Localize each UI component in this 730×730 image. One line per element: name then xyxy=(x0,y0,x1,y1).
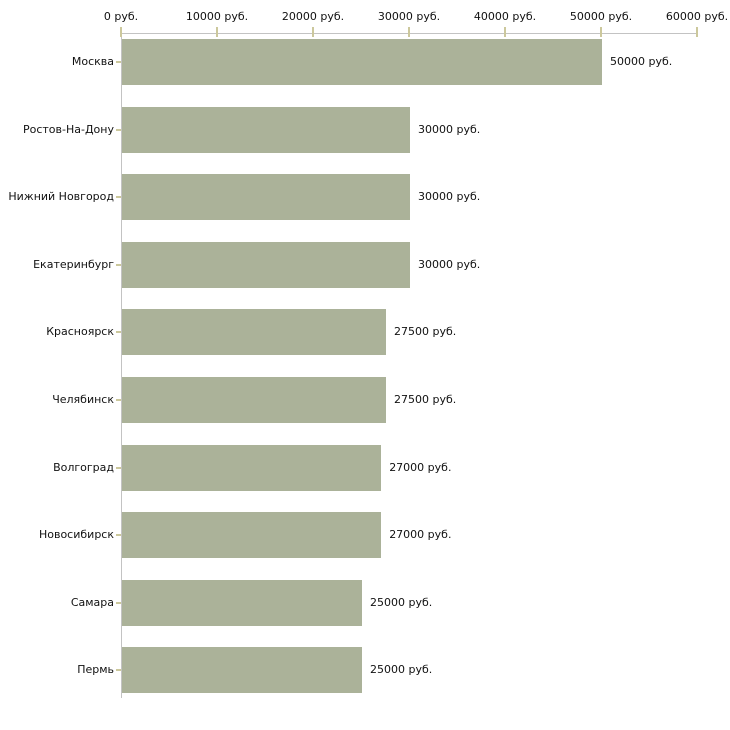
y-axis-tick-mark xyxy=(116,466,121,469)
x-axis-tick-label: 40000 руб. xyxy=(473,10,537,23)
bar-6 xyxy=(122,444,382,491)
x-axis-tick-label: 0 руб. xyxy=(103,10,139,23)
category-label: Челябинск xyxy=(52,393,114,406)
value-label: 50000 руб. xyxy=(610,55,673,68)
value-label: 27500 руб. xyxy=(394,325,457,339)
bar-5 xyxy=(122,377,386,423)
x-axis-tick-label: 60000 руб. xyxy=(665,10,729,23)
value-label: 25000 руб. xyxy=(370,595,433,609)
value-label: 25000 руб. xyxy=(370,663,433,677)
value-label: 30000 руб. xyxy=(418,122,481,136)
y-axis-tick-mark xyxy=(116,61,121,63)
x-axis-tick-label: 10000 руб. xyxy=(185,10,249,23)
y-axis-tick-mark xyxy=(116,669,121,672)
x-axis-tick-label: 20000 руб. xyxy=(281,10,345,23)
bar-9 xyxy=(122,647,362,694)
bar-4 xyxy=(122,309,386,356)
x-axis-tick-mark xyxy=(120,27,122,37)
y-axis-tick-mark xyxy=(116,263,121,266)
x-axis-tick-mark xyxy=(504,27,506,37)
x-axis-tick-label: 30000 руб. xyxy=(377,10,441,23)
category-label: Самара xyxy=(70,595,114,609)
y-axis-tick-mark xyxy=(116,399,121,401)
x-axis-tick-mark xyxy=(312,27,314,37)
y-axis-line xyxy=(121,33,122,698)
value-label: 27000 руб. xyxy=(389,460,452,474)
category-label: Екатеринбург xyxy=(33,257,114,271)
category-label: Пермь xyxy=(77,663,114,677)
bar-8 xyxy=(122,579,362,626)
category-label: Нижний Новгород xyxy=(8,190,114,204)
category-label: Москва xyxy=(71,55,114,68)
bar-3 xyxy=(122,241,410,288)
y-axis-tick-mark xyxy=(116,196,121,199)
y-axis-tick-mark xyxy=(116,128,121,131)
category-label: Ростов-На-Дону xyxy=(22,122,114,136)
x-axis-tick-mark xyxy=(216,27,218,37)
bar-2 xyxy=(122,174,410,221)
y-axis-tick-mark xyxy=(116,601,121,604)
bar-1 xyxy=(122,106,410,153)
value-label: 27000 руб. xyxy=(389,528,452,542)
value-label: 30000 руб. xyxy=(418,190,481,204)
x-axis-tick-label: 50000 руб. xyxy=(569,10,633,23)
value-label: 27500 руб. xyxy=(394,393,457,406)
x-axis-tick-mark xyxy=(696,27,698,37)
bar-7 xyxy=(122,512,382,559)
value-label: 30000 руб. xyxy=(418,257,481,271)
x-axis-tick-mark xyxy=(600,27,602,37)
y-axis-tick-mark xyxy=(116,534,121,537)
category-label: Красноярск xyxy=(46,325,114,339)
x-axis-tick-mark xyxy=(408,27,410,37)
category-label: Волгоград xyxy=(53,460,114,474)
bar-0 xyxy=(122,39,602,85)
y-axis-tick-mark xyxy=(116,331,121,334)
category-label: Новосибирск xyxy=(38,528,114,542)
